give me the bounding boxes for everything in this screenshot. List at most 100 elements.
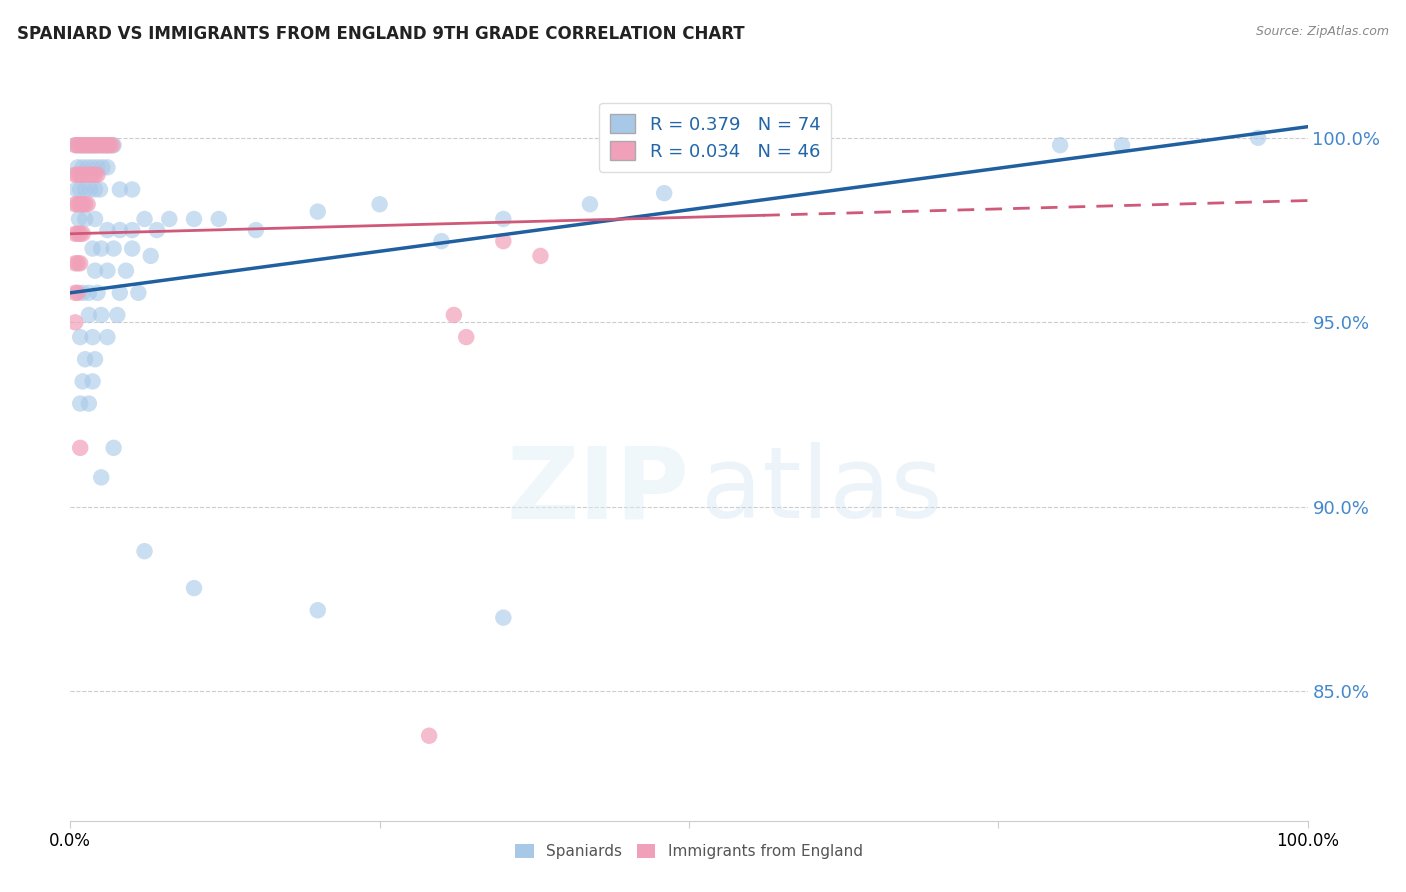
Point (96, 161, 118, 175)
Point (76, 197, 98, 211)
Point (96, 330, 118, 344)
Point (72, 161, 94, 175)
Point (76, 161, 98, 175)
Point (108, 285, 131, 300)
Point (245, 223, 267, 237)
Point (101, 138, 124, 153)
Point (65, 227, 87, 241)
Point (96, 138, 118, 153)
Point (652, 186, 675, 201)
Point (492, 212, 515, 227)
Point (72, 138, 94, 153)
Point (72, 197, 94, 211)
Point (84, 182, 107, 196)
Point (134, 544, 156, 558)
Point (65, 256, 87, 270)
Point (98, 138, 121, 153)
Point (492, 234, 515, 248)
Legend: Spaniards, Immigrants from England: Spaniards, Immigrants from England (509, 838, 869, 865)
Point (72, 227, 94, 241)
Point (307, 603, 329, 617)
Point (65, 138, 87, 153)
Point (69, 227, 91, 241)
Point (77, 396, 100, 410)
Point (69, 168, 91, 182)
Point (90, 470, 112, 484)
Point (103, 441, 125, 455)
Point (69, 330, 91, 344)
Point (82, 242, 104, 256)
Point (108, 223, 131, 237)
Point (127, 285, 149, 300)
Point (76, 138, 98, 153)
Point (65, 315, 87, 329)
Point (1111, 138, 1133, 153)
Text: atlas: atlas (702, 442, 943, 540)
Point (115, 263, 138, 277)
Point (430, 234, 453, 248)
Point (456, 330, 478, 344)
Point (96, 138, 118, 153)
Text: ZIP: ZIP (506, 442, 689, 540)
Point (103, 242, 125, 256)
Point (86, 168, 108, 182)
Point (66, 285, 89, 300)
Point (76, 168, 98, 182)
Point (86, 285, 108, 300)
Point (66, 168, 89, 182)
Point (105, 308, 128, 322)
Point (90, 138, 112, 153)
Point (66, 256, 89, 270)
Point (1049, 138, 1071, 153)
Point (72, 138, 94, 153)
Point (91, 161, 114, 175)
Point (84, 263, 107, 277)
Point (75, 197, 97, 211)
Point (208, 212, 231, 227)
Point (86, 138, 108, 153)
Point (94, 138, 117, 153)
Point (75, 212, 97, 227)
Point (72, 168, 94, 182)
Point (84, 352, 107, 367)
Point (121, 182, 143, 196)
Point (79, 182, 101, 196)
Point (65, 138, 87, 153)
Point (579, 197, 602, 211)
Point (82, 138, 104, 153)
Point (84, 168, 107, 182)
Point (418, 729, 440, 743)
Point (66, 197, 89, 211)
Point (66, 138, 89, 153)
Point (79, 138, 101, 153)
Point (66, 161, 89, 175)
Point (183, 581, 205, 595)
Point (75, 138, 97, 153)
Point (69, 396, 91, 410)
Point (72, 285, 94, 300)
Point (69, 256, 91, 270)
Point (75, 168, 97, 182)
Point (146, 223, 169, 237)
Point (69, 138, 91, 153)
Point (103, 138, 125, 153)
Point (67, 212, 90, 227)
Point (65, 168, 87, 182)
Point (75, 182, 97, 196)
Point (1247, 130, 1270, 145)
Point (84, 138, 107, 153)
Point (443, 308, 465, 322)
Point (492, 610, 515, 624)
Point (94, 138, 117, 153)
Point (82, 375, 104, 389)
Point (69, 182, 91, 196)
Point (307, 204, 329, 219)
Point (66, 227, 89, 241)
Point (183, 212, 205, 227)
Point (157, 212, 180, 227)
Point (91, 138, 114, 153)
Point (79, 138, 101, 153)
Point (75, 352, 97, 367)
Point (77, 308, 100, 322)
Point (121, 242, 143, 256)
